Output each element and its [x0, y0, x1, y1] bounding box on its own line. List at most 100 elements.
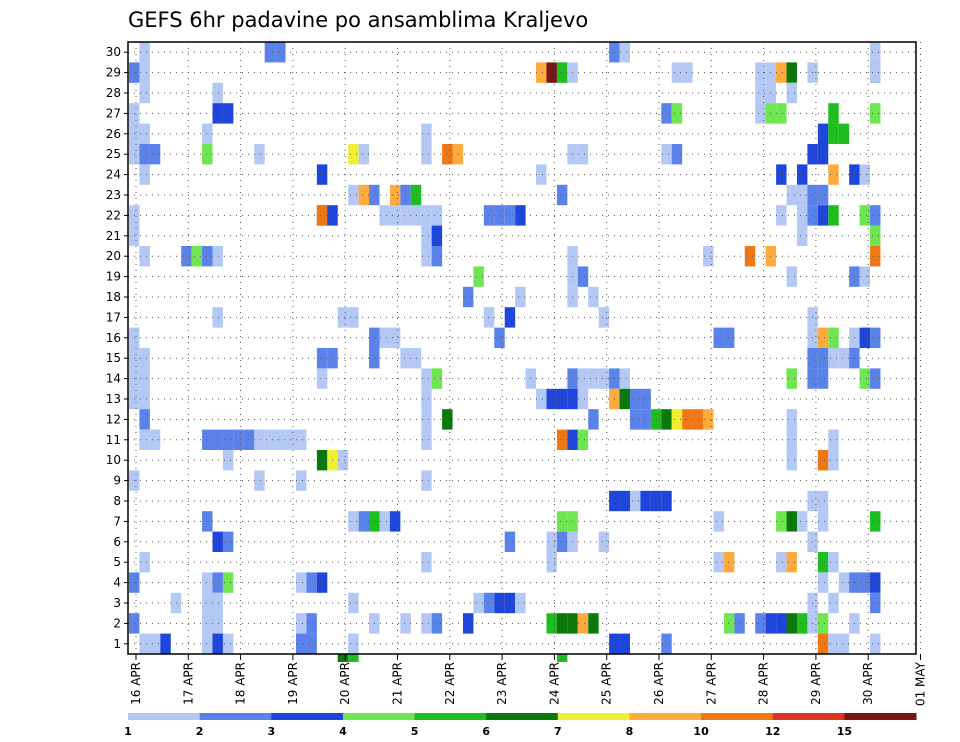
- heatmap-cell: [828, 348, 839, 369]
- heatmap-cell: [703, 409, 714, 430]
- y-tick-label: 22: [106, 208, 121, 222]
- heatmap-cell: [295, 572, 307, 593]
- heatmap-cell: [421, 123, 432, 144]
- x-tick-label: 17 APR: [181, 662, 195, 705]
- heatmap-cell: [504, 307, 516, 328]
- heatmap-cell: [379, 327, 390, 348]
- heatmap-cell: [671, 62, 683, 83]
- heatmap-cell: [713, 327, 724, 348]
- heatmap-cell: [786, 613, 797, 634]
- x-tick-label: 20 APR: [338, 662, 352, 705]
- heatmap-cell: [264, 429, 276, 450]
- heatmap-cell: [556, 613, 568, 634]
- heatmap-cell: [838, 633, 850, 654]
- heatmap-cell: [817, 205, 829, 226]
- heatmap-cell: [275, 429, 286, 450]
- y-tick-label: 13: [106, 392, 121, 406]
- heatmap-cell: [629, 490, 641, 512]
- colorbar-label: 10: [693, 725, 709, 738]
- heatmap-cell: [243, 429, 255, 450]
- heatmap-cell: [786, 184, 797, 206]
- heatmap-cell: [577, 368, 589, 389]
- heatmap-cell: [421, 144, 432, 165]
- heatmap-cell: [870, 205, 881, 226]
- heatmap-cell: [828, 552, 839, 573]
- x-tick-label: 24 APR: [547, 662, 561, 705]
- x-tick-label: 23 APR: [495, 662, 509, 705]
- heatmap-cell: [348, 633, 359, 654]
- heatmap-cell: [212, 531, 223, 552]
- colorbar-segment: [128, 713, 201, 720]
- heatmap-cell: [139, 348, 150, 369]
- heatmap-cell: [275, 42, 286, 63]
- heatmap-cell: [421, 470, 432, 491]
- y-tick-label: 18: [106, 290, 121, 304]
- heatmap-cell: [421, 205, 432, 226]
- y-tick-label: 29: [106, 66, 121, 80]
- colorbar-label: 8: [626, 725, 634, 738]
- heatmap-cell: [222, 450, 234, 471]
- heatmap-cell: [817, 552, 829, 573]
- heatmap-cell: [202, 429, 213, 450]
- x-tick-label: 16 APR: [129, 662, 143, 705]
- heatmap-cell: [661, 409, 672, 430]
- heatmap-cell: [202, 511, 213, 532]
- heatmap-cell: [776, 164, 787, 185]
- heatmap-cell: [817, 348, 829, 369]
- heatmap-cell: [483, 205, 495, 226]
- heatmap-cell: [577, 388, 589, 410]
- heatmap-cell: [348, 144, 359, 165]
- heatmap-cell: [295, 429, 307, 450]
- heatmap-cell: [556, 388, 568, 410]
- heatmap-cell: [755, 62, 766, 83]
- heatmap-cell: [588, 368, 599, 389]
- heatmap-cell: [744, 246, 756, 267]
- heatmap-cell: [400, 184, 411, 206]
- heatmap-cell: [692, 409, 704, 430]
- heatmap-cell: [588, 286, 599, 308]
- x-tick-label: 18 APR: [234, 662, 248, 705]
- heatmap-cell: [421, 429, 432, 450]
- heatmap-cell: [139, 429, 150, 450]
- heatmap-cell: [504, 205, 516, 226]
- heatmap-cell: [713, 511, 724, 532]
- heatmap-cell: [421, 409, 432, 430]
- heatmap-cell: [306, 633, 317, 654]
- colorbar-segment: [772, 713, 845, 720]
- y-tick-label: 4: [113, 576, 121, 590]
- y-tick-label: 1: [113, 637, 121, 651]
- heatmap-cell: [619, 42, 630, 63]
- heatmap-cell: [316, 348, 328, 369]
- heatmap-cell: [828, 327, 839, 348]
- x-tick-label: 26 APR: [652, 662, 666, 705]
- heatmap-cell: [796, 164, 808, 185]
- heatmap-cell: [139, 368, 150, 389]
- heatmap-cell: [640, 409, 651, 430]
- heatmap-cell: [149, 633, 161, 654]
- heatmap-cell: [442, 409, 453, 430]
- heatmap-cell: [536, 388, 547, 410]
- heatmap-cell: [870, 592, 881, 614]
- heatmap-cell: [452, 144, 463, 165]
- heatmap-cell: [870, 511, 881, 532]
- heatmap-cell: [870, 633, 881, 654]
- heatmap-cell: [212, 429, 223, 450]
- heatmap-cell: [786, 450, 797, 471]
- heatmap-cell: [160, 633, 171, 654]
- heatmap-cell: [295, 633, 307, 654]
- y-tick-label: 6: [113, 535, 121, 549]
- heatmap-cell: [786, 368, 797, 389]
- y-tick-label: 11: [106, 433, 121, 447]
- y-tick-label: 16: [106, 331, 121, 345]
- heatmap-cell: [421, 613, 432, 634]
- heatmap-cell: [828, 205, 839, 226]
- heatmap-cell: [629, 388, 641, 410]
- heatmap-cell: [619, 368, 630, 389]
- colorbar-legend: 1 2 3 4 5 6 7 8 10 12 15: [124, 713, 917, 738]
- heatmap-cell: [494, 205, 505, 226]
- heatmap-cells: [129, 42, 881, 662]
- heatmap-cell: [859, 266, 871, 287]
- chart-title: GEFS 6hr padavine po ansamblima Kraljevo: [128, 8, 588, 32]
- heatmap-cell: [828, 164, 839, 185]
- y-axis: 1234567891011121314151617181920212223242…: [106, 45, 128, 651]
